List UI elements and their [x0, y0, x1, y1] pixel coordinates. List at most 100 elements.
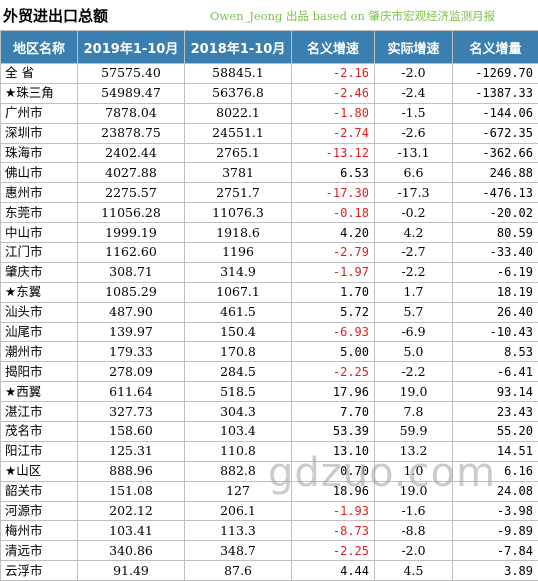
value-2019-cell: 1162.60 [78, 243, 185, 263]
value-2018-cell: 127 [185, 481, 292, 501]
value-2018-cell: 304.3 [185, 402, 292, 422]
value-2018-cell: 1196 [185, 243, 292, 263]
nominal-increment-cell: 55.20 [453, 422, 538, 442]
real-growth-cell: 4.5 [375, 561, 453, 581]
nominal-increment-cell: 93.14 [453, 382, 538, 402]
region-cell: 汕尾市 [1, 322, 78, 342]
nominal-increment-cell: -33.40 [453, 243, 538, 263]
title-bar: 外贸进出口总额 Owen_Jeong 出品 based on 肇庆市宏观经济监测… [0, 0, 538, 30]
nominal-growth-cell: 5.00 [292, 342, 375, 362]
value-2018-cell: 348.7 [185, 541, 292, 561]
value-2019-cell: 158.60 [78, 422, 185, 442]
nominal-increment-cell: -9.89 [453, 521, 538, 541]
value-2018-cell: 2765.1 [185, 143, 292, 163]
value-2018-cell: 24551.1 [185, 123, 292, 143]
nominal-growth-cell: 6.53 [292, 163, 375, 183]
nominal-increment-cell: 23.43 [453, 402, 538, 422]
real-growth-cell: 5.0 [375, 342, 453, 362]
nominal-increment-cell: 246.88 [453, 163, 538, 183]
value-2019-cell: 11056.28 [78, 203, 185, 223]
nominal-growth-cell: -1.97 [292, 262, 375, 282]
value-2019-cell: 23878.75 [78, 123, 185, 143]
real-growth-cell: 19.0 [375, 382, 453, 402]
nominal-growth-cell: -1.93 [292, 501, 375, 521]
header-region: 地区名称 [1, 31, 78, 64]
value-2019-cell: 125.31 [78, 441, 185, 461]
value-2019-cell: 139.97 [78, 322, 185, 342]
nominal-growth-cell: 4.20 [292, 223, 375, 243]
header-2018: 2018年1-10月 [185, 31, 292, 64]
header-real-growth: 实际增速 [375, 31, 453, 64]
value-2019-cell: 487.90 [78, 302, 185, 322]
nominal-increment-cell: 3.89 [453, 561, 538, 581]
nominal-growth-cell: 17.96 [292, 382, 375, 402]
nominal-increment-cell: 24.08 [453, 481, 538, 501]
nominal-growth-cell: -2.79 [292, 243, 375, 263]
region-cell: 深圳市 [1, 123, 78, 143]
region-cell: 梅州市 [1, 521, 78, 541]
value-2018-cell: 58845.1 [185, 64, 292, 84]
value-2018-cell: 110.8 [185, 441, 292, 461]
nominal-increment-cell: 14.51 [453, 441, 538, 461]
nominal-growth-cell: 4.44 [292, 561, 375, 581]
value-2019-cell: 611.64 [78, 382, 185, 402]
real-growth-cell: -1.6 [375, 501, 453, 521]
region-cell: 东莞市 [1, 203, 78, 223]
real-growth-cell: -17.3 [375, 183, 453, 203]
real-growth-cell: 13.2 [375, 441, 453, 461]
nominal-increment-cell: -6.19 [453, 262, 538, 282]
region-cell: 茂名市 [1, 422, 78, 442]
trade-table: 地区名称 2019年1-10月 2018年1-10月 名义增速 实际增速 名义增… [0, 30, 538, 581]
nominal-growth-cell: -1.80 [292, 103, 375, 123]
nominal-growth-cell: -2.74 [292, 123, 375, 143]
region-cell: ★山区 [1, 461, 78, 481]
value-2019-cell: 308.71 [78, 262, 185, 282]
nominal-increment-cell: 26.40 [453, 302, 538, 322]
value-2019-cell: 888.96 [78, 461, 185, 481]
region-cell: 河源市 [1, 501, 78, 521]
nominal-increment-cell: -20.02 [453, 203, 538, 223]
value-2018-cell: 314.9 [185, 262, 292, 282]
value-2019-cell: 327.73 [78, 402, 185, 422]
region-cell: 揭阳市 [1, 362, 78, 382]
nominal-increment-cell: -10.43 [453, 322, 538, 342]
region-cell: 珠海市 [1, 143, 78, 163]
real-growth-cell: 5.7 [375, 302, 453, 322]
region-cell: 全 省 [1, 64, 78, 84]
nominal-increment-cell: -1387.33 [453, 83, 538, 103]
value-2019-cell: 340.86 [78, 541, 185, 561]
value-2019-cell: 2402.44 [78, 143, 185, 163]
value-2019-cell: 91.49 [78, 561, 185, 581]
value-2018-cell: 8022.1 [185, 103, 292, 123]
nominal-increment-cell: -476.13 [453, 183, 538, 203]
region-cell: 清远市 [1, 541, 78, 561]
header-row: 地区名称 2019年1-10月 2018年1-10月 名义增速 实际增速 名义增… [1, 31, 538, 64]
value-2019-cell: 103.41 [78, 521, 185, 541]
real-growth-cell: -2.0 [375, 64, 453, 84]
header-2019: 2019年1-10月 [78, 31, 185, 64]
real-growth-cell: 7.8 [375, 402, 453, 422]
region-cell: ★西翼 [1, 382, 78, 402]
region-cell: ★东翼 [1, 282, 78, 302]
nominal-increment-cell: -1269.70 [453, 64, 538, 84]
region-cell: 潮州市 [1, 342, 78, 362]
value-2018-cell: 11076.3 [185, 203, 292, 223]
region-cell: 汕头市 [1, 302, 78, 322]
region-cell: 肇庆市 [1, 262, 78, 282]
real-growth-cell: -13.1 [375, 143, 453, 163]
